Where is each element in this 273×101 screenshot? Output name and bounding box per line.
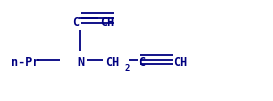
Text: CH: CH [173, 56, 188, 69]
Text: N: N [77, 56, 84, 69]
Text: C: C [72, 16, 79, 29]
Text: 2: 2 [124, 64, 130, 73]
Text: n-Pr: n-Pr [11, 56, 39, 69]
Text: CH: CH [100, 16, 114, 29]
Text: C: C [138, 56, 145, 69]
Text: CH: CH [105, 56, 119, 69]
